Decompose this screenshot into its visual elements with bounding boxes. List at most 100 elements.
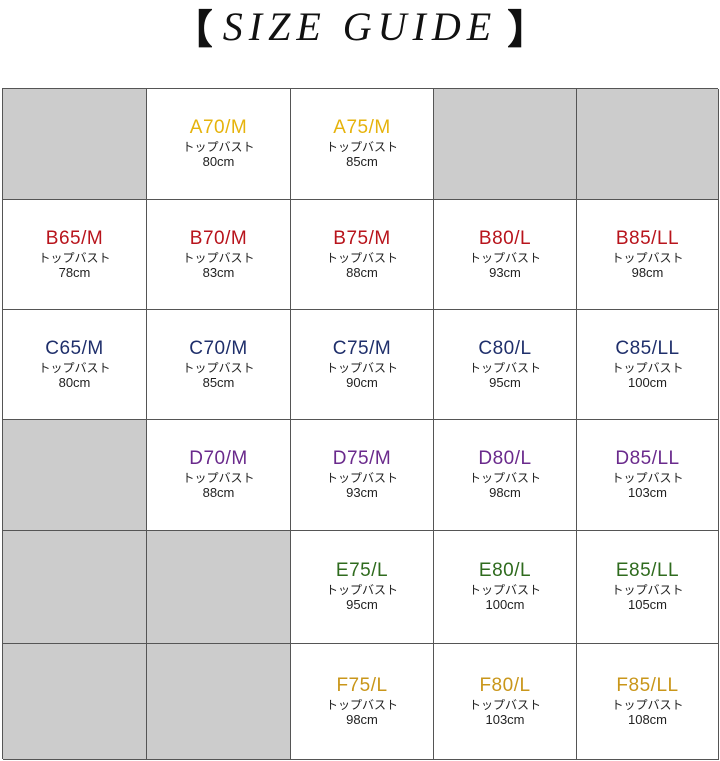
top-bust-measure: 103cm (485, 711, 525, 727)
empty-cell (147, 644, 291, 760)
empty-cell (3, 420, 147, 531)
size-code: D80/L (478, 448, 532, 469)
title-text: SIZE GUIDE (222, 3, 498, 49)
size-cell: A70/M トップバスト 80cm (147, 89, 291, 200)
top-bust-measure: 98cm (631, 264, 664, 280)
size-code: E85/LL (615, 560, 680, 581)
size-cell: B65/M トップバスト 78cm (3, 200, 147, 310)
empty-cell (3, 89, 147, 200)
size-cell: B85/LL トップバスト 98cm (577, 200, 719, 310)
size-code: D85/LL (615, 448, 680, 469)
empty-cell (147, 531, 291, 644)
top-bust-measure: 88cm (202, 485, 235, 500)
empty-cell (3, 531, 147, 644)
top-bust-measure: 95cm (346, 597, 378, 612)
size-code: B70/M (189, 227, 248, 249)
top-bust-label: トップバスト (325, 140, 398, 154)
size-cell: C65/M トップバスト 80cm (3, 310, 147, 420)
top-bust-measure: 90cm (346, 374, 378, 390)
size-code: E80/L (478, 560, 532, 581)
top-bust-label: トップバスト (468, 360, 541, 375)
size-code: C85/LL (615, 337, 680, 359)
top-bust-measure: 80cm (58, 374, 91, 390)
top-bust-label: トップバスト (611, 250, 684, 265)
size-code: B75/M (333, 227, 391, 249)
top-bust-label: トップバスト (325, 583, 398, 597)
top-bust-label: トップバスト (611, 360, 684, 375)
size-code: C70/M (189, 337, 248, 359)
top-bust-measure: 100cm (627, 374, 668, 390)
top-bust-label: トップバスト (325, 360, 398, 375)
top-bust-label: トップバスト (182, 140, 255, 154)
top-bust-measure: 83cm (202, 264, 235, 280)
empty-cell (577, 89, 719, 200)
size-cell: B75/M トップバスト 88cm (291, 200, 434, 310)
top-bust-measure: 93cm (489, 264, 521, 280)
top-bust-label: トップバスト (468, 250, 541, 265)
size-cell: E75/L トップバスト 95cm (291, 531, 434, 644)
size-code: F80/L (479, 674, 531, 696)
top-bust-label: トップバスト (468, 583, 541, 597)
size-cell: A75/M トップバスト 85cm (291, 89, 434, 200)
size-cell: C85/LL トップバスト 100cm (577, 310, 719, 420)
size-cell: C70/M トップバスト 85cm (147, 310, 291, 420)
empty-cell (3, 644, 147, 760)
size-code: C65/M (45, 337, 104, 359)
top-bust-measure: 85cm (346, 154, 378, 169)
empty-cell (434, 89, 577, 200)
top-bust-measure: 80cm (202, 154, 235, 169)
top-bust-measure: 88cm (346, 264, 378, 280)
size-cell: B80/L トップバスト 93cm (434, 200, 577, 310)
top-bust-measure: 100cm (485, 597, 525, 612)
page-title: 【 SIZE GUIDE 】 (0, 0, 720, 53)
size-code: A75/M (333, 117, 391, 138)
size-code: A70/M (189, 117, 248, 138)
top-bust-measure: 108cm (627, 711, 668, 727)
top-bust-label: トップバスト (325, 697, 398, 712)
size-cell: C75/M トップバスト 90cm (291, 310, 434, 420)
size-cell: D75/M トップバスト 93cm (291, 420, 434, 531)
top-bust-measure: 98cm (489, 485, 521, 500)
size-cell: F85/LL トップバスト 108cm (577, 644, 719, 760)
size-code: B65/M (45, 227, 104, 249)
top-bust-measure: 78cm (58, 264, 91, 280)
size-cell: D70/M トップバスト 88cm (147, 420, 291, 531)
top-bust-label: トップバスト (325, 471, 398, 485)
top-bust-label: トップバスト (468, 471, 541, 485)
top-bust-label: トップバスト (611, 697, 684, 712)
top-bust-label: トップバスト (182, 360, 255, 375)
size-code: D75/M (332, 448, 392, 469)
size-code: E75/L (335, 560, 389, 581)
size-cell: E85/LL トップバスト 105cm (577, 531, 719, 644)
size-guide-table: A70/M トップバスト 80cm A75/M トップバスト 85cm B65/M トップバス… (2, 88, 719, 760)
top-bust-measure: 93cm (346, 485, 378, 500)
size-cell: D85/LL トップバスト 103cm (577, 420, 719, 531)
size-cell: B70/M トップバスト 83cm (147, 200, 291, 310)
size-code: F85/LL (616, 674, 679, 696)
size-cell: F75/L トップバスト 98cm (291, 644, 434, 760)
top-bust-label: トップバスト (611, 583, 684, 597)
top-bust-label: トップバスト (182, 471, 255, 485)
size-cell: F80/L トップバスト 103cm (434, 644, 577, 760)
top-bust-measure: 85cm (202, 374, 235, 390)
size-cell: E80/L トップバスト 100cm (434, 531, 577, 644)
size-code: F75/L (336, 674, 388, 696)
size-cell: C80/L トップバスト 95cm (434, 310, 577, 420)
title-open-bracket: 【 (172, 7, 213, 52)
top-bust-label: トップバスト (325, 250, 398, 265)
top-bust-label: トップバスト (182, 250, 255, 265)
top-bust-label: トップバスト (468, 697, 541, 712)
top-bust-label: トップバスト (611, 471, 684, 485)
size-code: D70/M (189, 448, 248, 469)
top-bust-label: トップバスト (38, 250, 111, 265)
size-code: B85/LL (615, 227, 680, 249)
size-cell: D80/L トップバスト 98cm (434, 420, 577, 531)
title-close-bracket: 】 (507, 7, 548, 52)
top-bust-measure: 103cm (627, 485, 668, 500)
top-bust-label: トップバスト (38, 360, 111, 375)
top-bust-measure: 105cm (627, 597, 668, 612)
size-code: C80/L (478, 337, 532, 359)
size-code: C75/M (332, 337, 392, 359)
top-bust-measure: 98cm (346, 711, 378, 727)
top-bust-measure: 95cm (489, 374, 521, 390)
